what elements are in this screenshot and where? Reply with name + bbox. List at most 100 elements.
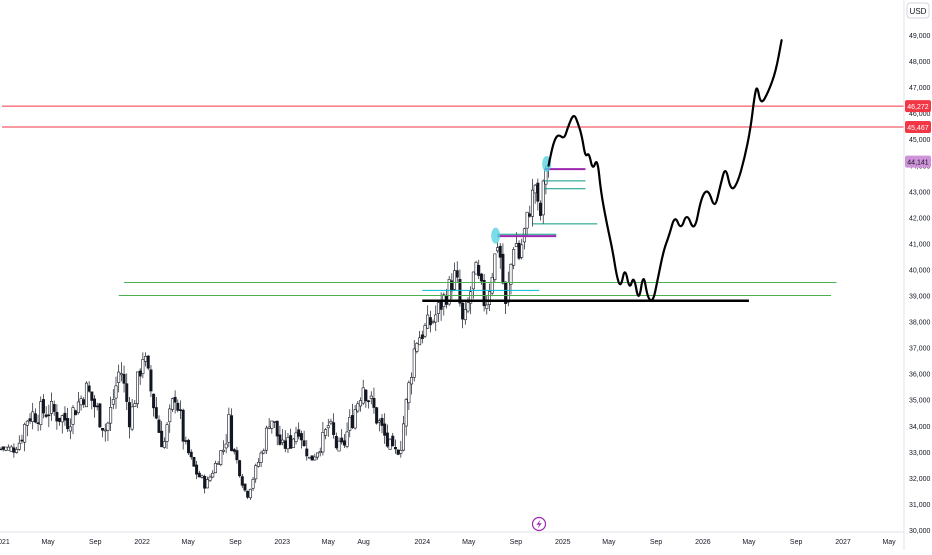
price-tick-label: 43,000 bbox=[909, 189, 931, 196]
candle bbox=[324, 428, 328, 440]
candle bbox=[337, 437, 341, 452]
price-tick-label: 40,000 bbox=[909, 267, 931, 274]
candle bbox=[477, 259, 481, 280]
candle bbox=[299, 430, 303, 449]
candle bbox=[230, 408, 234, 452]
candle bbox=[487, 283, 491, 312]
candle bbox=[93, 394, 97, 418]
candle bbox=[294, 426, 298, 445]
candle bbox=[15, 446, 19, 454]
candle bbox=[377, 418, 381, 432]
currency-badge[interactable] bbox=[906, 2, 930, 19]
flash-icon[interactable] bbox=[531, 516, 547, 532]
candle bbox=[356, 400, 360, 414]
candle bbox=[321, 421, 325, 456]
candle bbox=[359, 397, 363, 412]
candle bbox=[103, 423, 107, 442]
candle bbox=[496, 242, 500, 253]
candle bbox=[520, 238, 524, 260]
candle bbox=[291, 437, 295, 448]
time-tick-label: Sep bbox=[89, 539, 102, 546]
highlight-marker[interactable] bbox=[491, 227, 501, 244]
candle bbox=[141, 352, 145, 379]
candle bbox=[426, 305, 430, 330]
candle bbox=[74, 409, 78, 416]
candle bbox=[498, 242, 502, 269]
time-tick-label: May bbox=[602, 539, 616, 546]
candle bbox=[525, 211, 529, 236]
time-tick-label: May bbox=[322, 539, 336, 546]
candle bbox=[12, 443, 16, 458]
candle bbox=[493, 253, 497, 283]
horizontal-lines-layer[interactable] bbox=[2, 105, 904, 302]
candle bbox=[90, 391, 94, 410]
candle bbox=[345, 422, 349, 449]
candle bbox=[391, 432, 395, 447]
candle bbox=[283, 430, 287, 453]
candle bbox=[101, 427, 105, 438]
candle bbox=[329, 418, 333, 426]
candle bbox=[404, 397, 408, 436]
candle bbox=[410, 372, 414, 395]
candle bbox=[133, 400, 137, 408]
candle bbox=[111, 389, 115, 410]
candle bbox=[369, 391, 373, 405]
projection-drawing-layer[interactable] bbox=[547, 39, 783, 302]
price-label-badge[interactable]: 45,467 bbox=[905, 121, 931, 134]
candle bbox=[254, 463, 258, 483]
time-tick-label: May bbox=[462, 539, 476, 546]
candle bbox=[173, 390, 177, 414]
candle bbox=[106, 421, 110, 442]
candle bbox=[17, 435, 21, 451]
candle bbox=[380, 414, 384, 434]
candle bbox=[350, 403, 354, 429]
candle bbox=[82, 396, 86, 408]
candle bbox=[434, 305, 438, 332]
price-label-badge[interactable]: 46,272 bbox=[905, 100, 931, 113]
time-tick-label: 2025 bbox=[555, 539, 571, 546]
candle bbox=[4, 446, 8, 452]
candle bbox=[197, 470, 201, 478]
candle bbox=[512, 247, 516, 270]
price-tick-label: 39,000 bbox=[909, 294, 931, 301]
candle bbox=[388, 438, 392, 450]
candle bbox=[431, 319, 435, 325]
projection-path[interactable] bbox=[547, 39, 783, 302]
candle bbox=[251, 476, 255, 492]
candle bbox=[412, 340, 416, 382]
price-label-badge[interactable]: 44,141 bbox=[905, 155, 931, 168]
candle bbox=[353, 405, 357, 430]
candle bbox=[522, 227, 526, 250]
candle bbox=[138, 368, 142, 385]
candle bbox=[256, 458, 260, 468]
candle bbox=[364, 388, 368, 408]
time-tick-label: 2023 bbox=[274, 539, 290, 546]
candle bbox=[418, 330, 422, 346]
price-tick-label: 41,000 bbox=[909, 241, 931, 248]
candle bbox=[490, 272, 494, 297]
candle bbox=[149, 365, 153, 397]
candle bbox=[58, 417, 62, 426]
price-tick-label: 45,000 bbox=[909, 137, 931, 144]
candle bbox=[463, 299, 467, 325]
candle bbox=[334, 432, 338, 450]
candle bbox=[39, 396, 43, 431]
candle bbox=[348, 409, 352, 438]
candle bbox=[200, 474, 204, 479]
price-axis[interactable]: USD 49,00048,00047,00046,00045,00044,000… bbox=[903, 0, 932, 550]
time-tick-label: May bbox=[882, 539, 896, 546]
candle bbox=[60, 414, 64, 434]
candle bbox=[122, 365, 126, 393]
price-tick-label: 35,000 bbox=[909, 398, 931, 405]
candle bbox=[318, 447, 322, 457]
time-tick-label: 2021 bbox=[0, 539, 10, 546]
candle bbox=[176, 399, 180, 413]
time-tick-label: 2022 bbox=[134, 539, 150, 546]
candle bbox=[170, 397, 174, 412]
candle bbox=[44, 406, 48, 419]
candle bbox=[541, 179, 545, 224]
time-axis[interactable]: 2021 May Sep 2022 May Sep 2023 May Aug 2024 May Sep… bbox=[0, 531, 904, 546]
candle bbox=[203, 474, 207, 494]
